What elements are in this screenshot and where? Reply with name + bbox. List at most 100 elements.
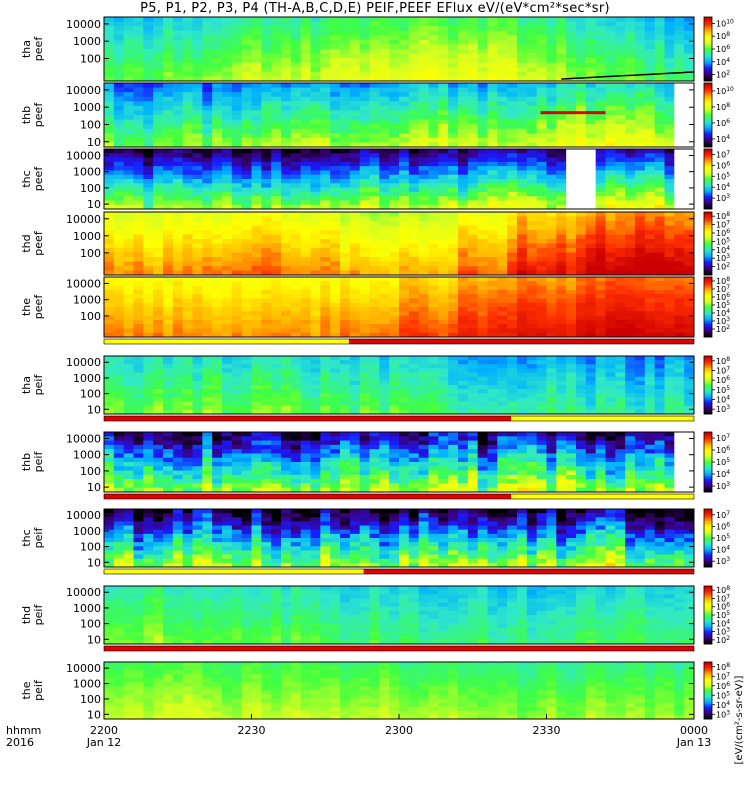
spectrogram-cell [133, 266, 144, 271]
spectrogram-cell [330, 35, 341, 41]
spectrogram-cell [566, 239, 577, 244]
spectrogram-cell [192, 183, 203, 188]
spectrogram-cell [605, 221, 616, 226]
spectrogram-cell [477, 96, 488, 102]
spectrogram-cell [664, 281, 675, 286]
colorbar-segment [704, 310, 712, 312]
spectrogram-cell [399, 183, 410, 188]
spectrogram-cell [507, 289, 518, 295]
spectrogram-cell [438, 216, 449, 222]
spectrogram-cell [566, 166, 577, 171]
spectrogram-cell [487, 21, 498, 27]
spectrogram-cell [644, 21, 656, 27]
spectrogram-cell [458, 62, 469, 68]
spectrogram-cell [281, 105, 292, 111]
spectrogram-cell [241, 302, 252, 308]
spectrogram-cell [123, 76, 134, 82]
spectrogram-cell [104, 234, 115, 240]
spectrogram-cell [330, 298, 341, 304]
spectrogram-cell [330, 332, 341, 338]
spectrogram-cell [487, 261, 498, 267]
spectrogram-cell [526, 153, 538, 158]
spectrogram-cell [497, 35, 508, 41]
spectrogram-cell [290, 149, 302, 154]
spectrogram-cell [163, 332, 174, 338]
spectrogram-cell [290, 234, 302, 240]
spectrogram-cell [674, 270, 685, 276]
spectrogram-cell [546, 212, 557, 217]
spectrogram-cell [143, 87, 154, 93]
spectrogram-cell [281, 124, 292, 130]
spectrogram-cell [340, 239, 351, 244]
spectrogram-cell [163, 289, 174, 295]
spectrogram-cell [104, 76, 115, 82]
spectrogram-cell [664, 266, 675, 271]
spectrogram-cell [133, 170, 144, 176]
spectrogram-cell [556, 149, 567, 154]
spectrogram-cell [251, 191, 262, 197]
spectrogram-cell [300, 294, 311, 299]
spectrogram-cell [153, 368, 164, 373]
spectrogram-cell [605, 216, 616, 222]
spectrogram-cell [192, 149, 203, 154]
spectrogram-cell [172, 58, 184, 64]
spectrogram-cell [546, 311, 557, 316]
spectrogram-cell [261, 204, 272, 210]
spectrogram-cell [664, 67, 675, 73]
spectrogram-cell [487, 26, 498, 32]
spectrogram-cell [153, 393, 164, 398]
spectrogram-cell [123, 230, 134, 235]
spectrogram-cell [654, 39, 665, 45]
spectrogram-cell [271, 62, 282, 68]
spectrogram-cell [153, 92, 164, 98]
spectrogram-cell [487, 67, 498, 73]
spectrogram-cell [644, 230, 656, 235]
spectrogram-cell [615, 142, 626, 148]
spectrogram-cell [349, 289, 361, 295]
spectrogram-cell [546, 49, 557, 54]
spectrogram-cell [163, 225, 174, 231]
spectrogram-cell [369, 266, 380, 271]
spectrogram-cell [310, 71, 321, 77]
spectrogram-cell [546, 324, 557, 329]
spectrogram-cell [340, 270, 351, 276]
spectrogram-cell [104, 161, 115, 167]
spectrogram-cell [389, 101, 400, 107]
spectrogram-cell [477, 67, 488, 73]
spectrogram-cell [507, 30, 518, 36]
spectrogram-cell [172, 277, 184, 282]
spectrogram-cell [546, 315, 557, 321]
spectrogram-cell [281, 289, 292, 295]
spectrogram-cell [605, 302, 616, 308]
spectrogram-cell [477, 53, 488, 59]
spectrogram-cell [281, 393, 292, 398]
spectrogram-cell [369, 191, 380, 197]
spectrogram-cell [113, 53, 125, 59]
colorbar-segment [704, 36, 712, 39]
spectrogram-cell [212, 257, 223, 262]
spectrogram-cell [664, 62, 675, 68]
spectrogram-cell [536, 157, 547, 163]
spectrogram-cell [674, 30, 685, 36]
spectrogram-cell [389, 270, 400, 276]
spectrogram-cell [310, 96, 321, 102]
spectrogram-cell [654, 119, 665, 125]
spectrogram-cell [153, 105, 164, 111]
spectrogram-cell [271, 372, 282, 378]
spectrogram-cell [635, 221, 646, 226]
spectrogram-cell [231, 161, 243, 167]
spectrogram-cell [202, 294, 213, 299]
spectrogram-cell [438, 298, 449, 304]
spectrogram-cell [330, 119, 341, 125]
spectrogram-cell [418, 30, 429, 36]
spectrogram-cell [113, 277, 125, 282]
spectrogram-cell [497, 17, 508, 22]
spectrogram-cell [576, 307, 587, 312]
spectrogram-cell [566, 142, 577, 148]
spectrogram-cell [212, 83, 223, 88]
colorbar-segment [704, 28, 712, 31]
spectrogram-cell [271, 364, 282, 369]
spectrogram-cell [281, 35, 292, 41]
spectrogram-cell [428, 87, 439, 93]
spectrogram-cell [202, 191, 213, 197]
